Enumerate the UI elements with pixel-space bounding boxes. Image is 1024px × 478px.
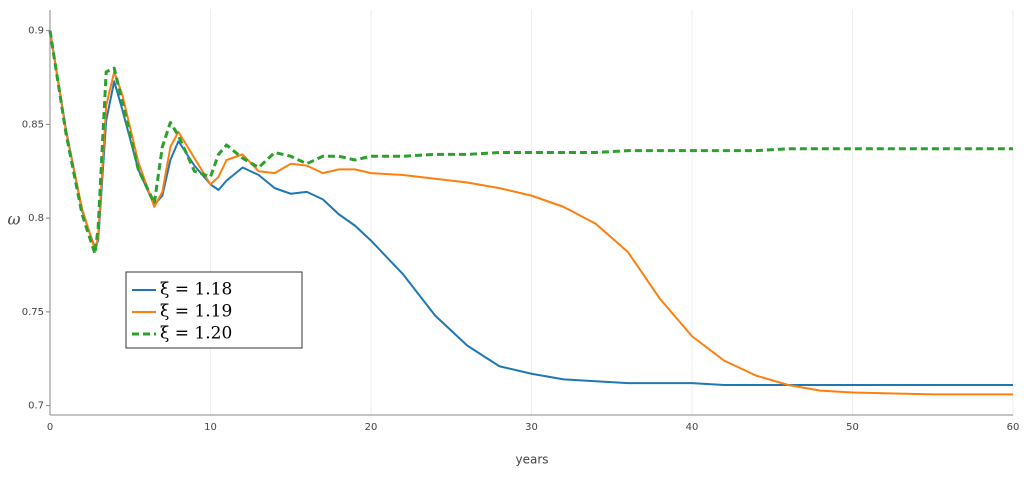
- legend-label: ξ = 1.20: [160, 324, 232, 344]
- y-tick-label: 0.9: [28, 26, 44, 37]
- x-tick-label: 10: [204, 422, 217, 433]
- legend-label: ξ = 1.19: [160, 302, 232, 322]
- x-tick-label: 50: [846, 422, 859, 433]
- y-tick-label: 0.8: [28, 213, 44, 224]
- x-axis-label: years: [515, 453, 548, 467]
- y-tick-label: 0.75: [22, 307, 44, 318]
- x-tick-label: 0: [47, 422, 53, 433]
- series-line: [48, 30, 1013, 256]
- x-tick-label: 40: [686, 422, 699, 433]
- series-line: [49, 30, 1013, 396]
- legend: ξ = 1.18ξ = 1.19ξ = 1.20: [125, 271, 303, 349]
- x-tick-label: 60: [1007, 422, 1020, 433]
- y-tick-label: 0.85: [22, 119, 44, 130]
- x-tick-label: 30: [525, 422, 538, 433]
- y-tick-label: 0.7: [28, 401, 44, 412]
- y-axis-label: ω: [7, 210, 20, 229]
- x-tick-label: 20: [365, 422, 378, 433]
- legend-label: ξ = 1.18: [160, 280, 232, 300]
- series-line: [49, 30, 1013, 386]
